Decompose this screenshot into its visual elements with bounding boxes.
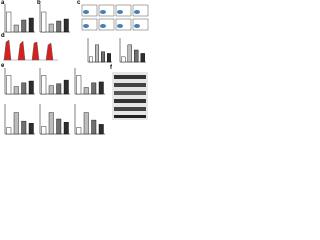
bar [6,127,12,135]
bar [76,75,82,95]
bar [127,44,132,63]
panel-label: f [110,65,113,71]
flow-dots [83,10,140,28]
figure: a b c d e f [1,0,149,135]
bar [83,87,89,95]
bar [21,19,27,33]
bar [13,86,19,95]
bar [56,20,62,33]
bar [63,79,69,95]
bar [98,81,104,95]
bar [6,75,12,95]
western-blot [112,72,148,120]
bar [121,56,126,63]
bar [28,123,34,135]
bar [41,11,47,33]
bar [41,126,47,135]
flow-plots [81,4,149,31]
bar [63,18,69,33]
bar [100,51,105,63]
bar [28,17,34,33]
bar [106,53,111,63]
panel-label: d [1,33,5,39]
panel-label: e [1,63,5,69]
bar [98,124,104,135]
bar [91,82,97,95]
bar [88,56,93,63]
bar [56,118,62,135]
bar [48,85,54,95]
bar [28,80,34,95]
panel-label: b [37,0,41,6]
bar [41,75,47,95]
bar [13,112,19,135]
bar [21,120,27,135]
bar [76,127,82,135]
bar [56,83,62,95]
histograms [3,39,58,61]
bar [21,82,27,95]
bar [48,23,54,33]
panel-label: c [77,0,81,6]
bar [6,11,12,33]
bar [13,24,19,33]
bar [140,53,145,63]
panel-label: a [1,0,5,6]
bar [63,122,69,135]
bar [134,49,139,63]
bar [91,119,97,135]
bar [94,44,99,63]
bar [48,112,54,135]
bar [83,112,89,135]
